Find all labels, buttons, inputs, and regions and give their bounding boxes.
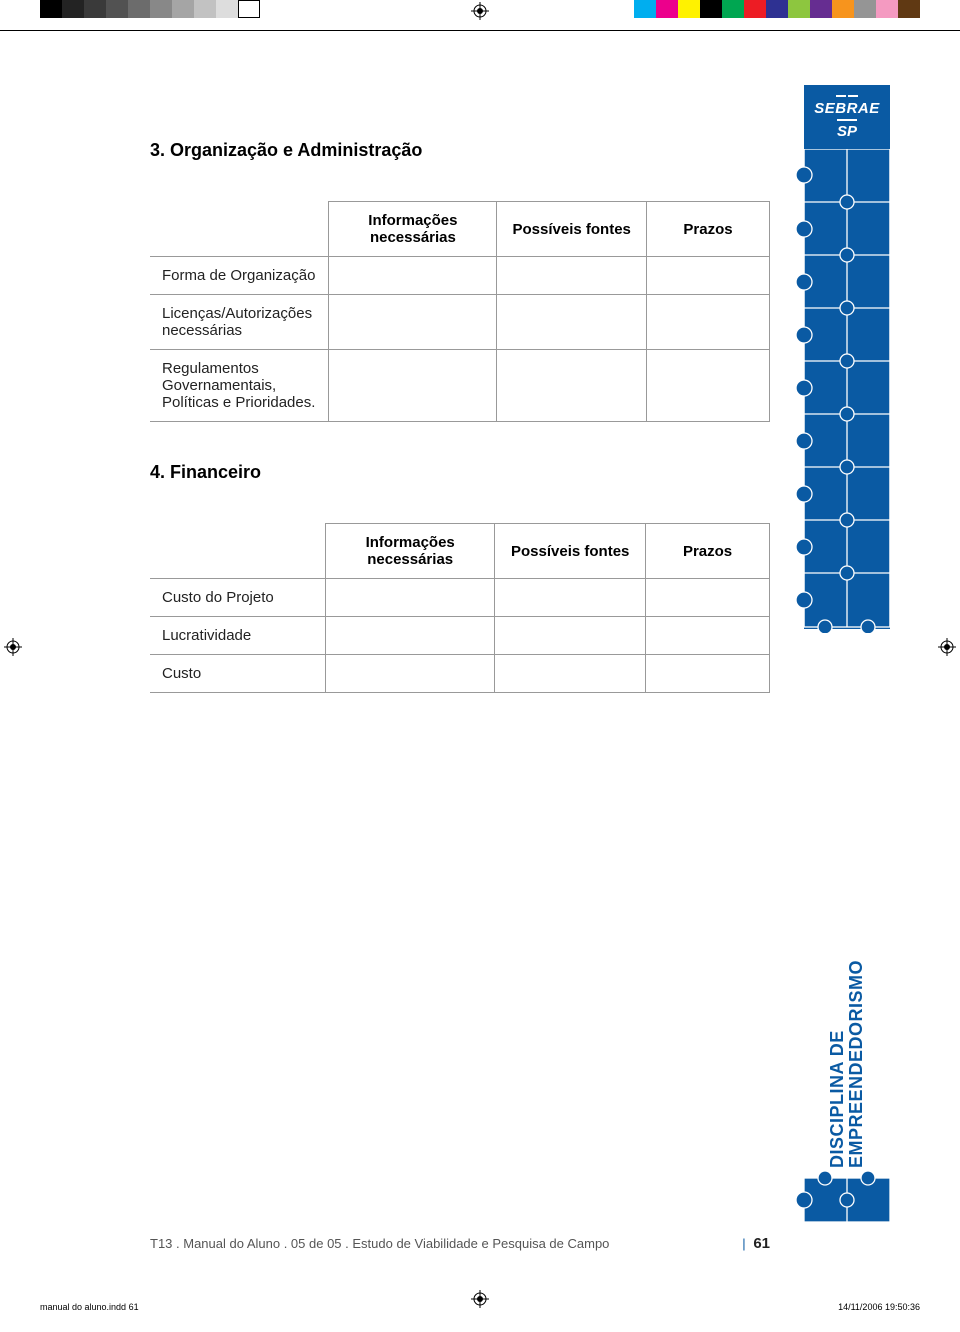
row-label: Forma de Organização [150,257,329,295]
indesign-slug: manual do aluno.indd 61 14/11/2006 19:50… [40,1302,920,1312]
table-row: Licenças/Autorizações necessárias [150,295,770,350]
table-row: Custo do Projeto [150,579,770,617]
page-number: 61 [753,1235,770,1252]
table-financeiro: Informações necessárias Possíveis fontes… [150,523,770,693]
table-organizacao: Informações necessárias Possíveis fontes… [150,201,770,422]
puzzle-decoration-icon [804,149,890,629]
vertical-label-line: EMPREENDEDORISMO [846,960,866,1168]
column-header: Prazos [646,524,770,579]
page-footer: T13 . Manual do Aluno . 05 de 05 . Estud… [150,1235,770,1252]
registration-mark-icon [471,2,489,20]
slug-file: manual do aluno.indd 61 [40,1302,139,1312]
row-label: Custo [150,655,326,693]
logo-text: SEBRAE [814,100,880,117]
vertical-label: DISCIPLINA DE EMPREENDEDORISMO [828,960,866,1168]
registration-mark-icon [938,638,956,656]
puzzle-decoration-icon [804,1178,890,1222]
registration-mark-icon [4,638,22,656]
column-header: Informações necessárias [326,524,495,579]
sidebar: SEBRAE SP [804,85,890,629]
vertical-label-line: DISCIPLINA DE [827,1030,847,1168]
table-row: Lucratividade [150,617,770,655]
page-number-group: | 61 [738,1235,770,1252]
row-label: Custo do Projeto [150,579,326,617]
column-header: Prazos [647,202,770,257]
table-row: Forma de Organização [150,257,770,295]
slug-timestamp: 14/11/2006 19:50:36 [838,1302,920,1312]
table-row: Custo [150,655,770,693]
column-header: Possíveis fontes [495,524,646,579]
column-header: Informações necessárias [329,202,497,257]
row-label: Lucratividade [150,617,326,655]
section-heading: 4. Financeiro [150,462,770,483]
row-label: Regulamentos Governamentais, Políticas e… [150,350,329,422]
discipline-label-block: DISCIPLINA DE EMPREENDEDORISMO [804,960,890,1222]
footer-text: T13 . Manual do Aluno . 05 de 05 . Estud… [150,1236,609,1251]
table-row: Regulamentos Governamentais, Políticas e… [150,350,770,422]
section-heading: 3. Organização e Administração [150,140,770,161]
column-header: Possíveis fontes [497,202,647,257]
separator-icon: | [742,1236,745,1251]
sebrae-logo: SEBRAE SP [804,85,890,149]
crop-line [0,30,960,31]
row-label: Licenças/Autorizações necessárias [150,295,329,350]
logo-text: SP [837,119,857,140]
page-content: 3. Organização e Administração Informaçõ… [150,80,770,693]
